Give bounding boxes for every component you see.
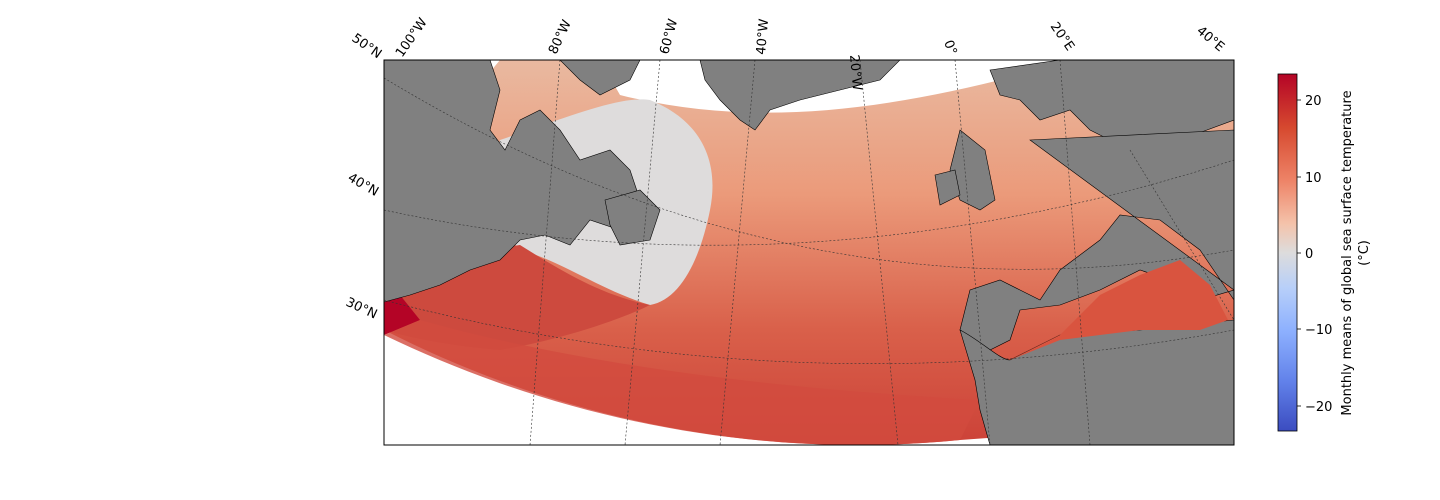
lat-label-30n: 30°N bbox=[343, 295, 379, 322]
colorbar-label-line1: Monthly means of global sea surface temp… bbox=[1340, 90, 1355, 415]
newfoundland-land bbox=[604, 189, 661, 246]
colorbar-tick-20: 20 bbox=[1305, 94, 1322, 109]
colorbar-tick-10: 10 bbox=[1305, 171, 1322, 186]
colorbar-gradient bbox=[1277, 73, 1298, 432]
ireland-land bbox=[934, 169, 961, 206]
lon-label-60w: 60°W bbox=[657, 17, 681, 56]
colorbar: 20 10 0 −10 −20 Monthly means of global … bbox=[1277, 73, 1372, 432]
gulfstream-core bbox=[384, 295, 420, 335]
lon-label-80w: 80°W bbox=[546, 18, 575, 57]
colorbar-tick-minus10: −10 bbox=[1305, 323, 1332, 338]
lon-label-20e: 20°E bbox=[1047, 20, 1077, 54]
graticule bbox=[384, 60, 1234, 445]
lon-label-40e: 40°E bbox=[1193, 24, 1227, 56]
latitude-labels: 50°N 40°N 30°N bbox=[343, 31, 384, 322]
map-frame bbox=[383, 59, 1235, 446]
lon-label-100w: 100°W bbox=[393, 15, 431, 60]
lat-label-40n: 40°N bbox=[345, 170, 381, 199]
colorbar-tick-0: 0 bbox=[1305, 247, 1313, 262]
lon-label-40w: 40°W bbox=[754, 18, 772, 55]
subtropical-band bbox=[384, 320, 980, 445]
british-isles-land bbox=[949, 129, 996, 211]
colorbar-tick-minus20: −20 bbox=[1305, 400, 1332, 415]
colorbar-label-line2: (°C) bbox=[1357, 240, 1372, 266]
lon-label-20w: 20°W bbox=[846, 54, 864, 91]
colorbar-ticks bbox=[1297, 99, 1301, 407]
lat-label-50n: 50°N bbox=[349, 31, 384, 62]
mediterranean-sea bbox=[1010, 260, 1228, 360]
lon-label-0: 0° bbox=[940, 38, 959, 57]
baffin-land bbox=[559, 60, 641, 96]
map-panel bbox=[384, 60, 1234, 445]
